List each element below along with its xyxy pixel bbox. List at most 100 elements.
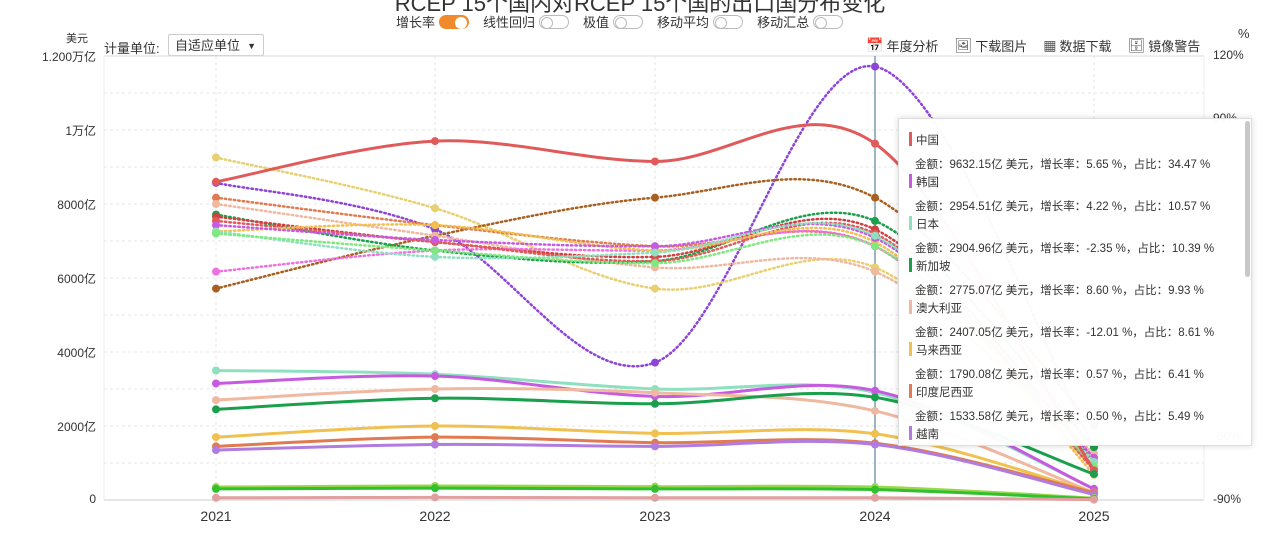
growth-point (871, 231, 879, 240)
calendar-icon: 📅 (866, 37, 884, 53)
amount-point (431, 493, 439, 502)
amount-point (431, 385, 439, 393)
amount-point (871, 440, 879, 449)
y-left-tick-label: 6000亿 (57, 272, 96, 286)
amount-point (871, 386, 879, 395)
growth-point (212, 200, 220, 208)
growth-point (212, 221, 220, 230)
tooltip-info: 金额：2775.07亿 美元，增长率：8.60 %，占比：9.93 % (915, 285, 1204, 297)
growth-point (431, 252, 439, 261)
tooltip-info: 金额：2904.96亿 美元，增长率：-2.35 %，占比：10.39 % (915, 243, 1215, 255)
amount-point (651, 157, 659, 166)
toggle-extremes[interactable]: 极值 (583, 12, 644, 31)
amount-point (212, 484, 220, 493)
amount-point (431, 394, 439, 403)
amount-point (212, 177, 220, 186)
y-left-tick-label: 1.200万亿 (41, 50, 96, 64)
mirror-warning-button[interactable]: 🗄 镜像警告 (1128, 36, 1201, 55)
tooltip-country: 澳大利亚 (916, 303, 962, 315)
switch-icon[interactable] (713, 14, 744, 29)
switch-icon[interactable] (439, 14, 470, 29)
x-tick-label: 2021 (200, 508, 232, 524)
switch-icon[interactable] (539, 14, 570, 29)
growth-point (871, 62, 879, 71)
series-color-marker (909, 342, 912, 356)
year-analysis-button[interactable]: 📅 年度分析 (866, 36, 938, 55)
tooltip-country: 马来西亚 (916, 345, 962, 357)
amount-point (651, 484, 659, 493)
tool-label: 镜像警告 (1148, 39, 1201, 54)
toolbar: 📅 年度分析 🖼 下载图片 ▦ 数据下载 🗄 镜像警告 (866, 36, 1200, 55)
amount-point (212, 405, 220, 414)
y-left-tick-label: 0 (89, 492, 96, 506)
unit-select-value: 自适应单位 (175, 38, 241, 53)
toggle-growth-rate[interactable]: 增长率 (396, 12, 470, 31)
download-data-button[interactable]: ▦ 数据下载 (1043, 36, 1111, 55)
growth-point (212, 193, 220, 202)
tooltip-info: 金额：1790.08亿 美元，增长率：0.57 %，占比：6.41 % (915, 369, 1204, 381)
tooltip-country: 印度尼西亚 (916, 387, 974, 399)
series-color-marker (909, 216, 912, 230)
series-color-marker (909, 384, 912, 398)
toggle-moving-sum[interactable]: 移动汇总 (757, 12, 844, 31)
amount-point (212, 366, 220, 375)
y-left-unit: 美元 (66, 33, 88, 45)
x-tick-label: 2023 (639, 508, 671, 524)
amount-point (212, 396, 220, 405)
unit-select[interactable]: 自适应单位 ▼ (168, 34, 264, 56)
growth-point (871, 242, 879, 251)
switch-icon[interactable] (813, 14, 844, 29)
toggle-label: 线性回归 (483, 15, 536, 30)
toggle-moving-average[interactable]: 移动平均 (657, 12, 744, 31)
amount-point (212, 493, 220, 502)
growth-point (212, 229, 220, 238)
toggle-label: 极值 (583, 15, 610, 30)
tool-label: 下载图片 (975, 39, 1028, 54)
amount-point (871, 393, 879, 402)
tooltip-scrollbar[interactable] (1245, 121, 1250, 277)
amount-point (871, 406, 879, 415)
amount-point (431, 422, 439, 430)
tooltip-country: 新加坡 (916, 261, 951, 273)
tool-label: 年度分析 (886, 39, 939, 54)
y-left-tick-label: 4000亿 (57, 346, 96, 360)
amount-point (651, 429, 659, 438)
amount-point (871, 493, 879, 502)
growth-point (431, 235, 439, 244)
x-tick-label: 2024 (859, 508, 891, 524)
growth-point (651, 193, 659, 202)
series-color-marker (909, 426, 912, 440)
chart-title: RCEP 15个国内对RCEP 15个国的出口国分布变化 (394, 0, 886, 16)
growth-point (431, 246, 439, 255)
table-icon: ▦ (1043, 37, 1057, 53)
amount-point (431, 484, 439, 493)
amount-point (871, 485, 879, 494)
amount-point (212, 446, 220, 455)
switch-icon[interactable] (613, 14, 644, 29)
growth-point (212, 267, 220, 276)
y-right-unit: % (1238, 26, 1250, 41)
series-color-marker (909, 174, 912, 188)
amount-point (871, 139, 879, 148)
amount-point (431, 372, 439, 381)
amount-point (651, 399, 659, 408)
tooltip-info: 金额：9632.15亿 美元，增长率：5.65 %，占比：34.47 % (915, 159, 1211, 171)
y-left-tick-label: 8000亿 (57, 198, 96, 212)
toggle-label: 增长率 (396, 15, 436, 30)
y-left-tick-label: 2000亿 (57, 420, 96, 434)
tool-label: 数据下载 (1059, 39, 1112, 54)
y-left-tick-label: 1万亿 (65, 124, 96, 138)
amount-point (871, 429, 879, 438)
tooltip-info: 金额：2407.05亿 美元，增长率：-12.01 %，占比：8.61 % (915, 327, 1215, 339)
growth-point (212, 153, 220, 162)
x-tick-label: 2022 (419, 508, 451, 524)
download-image-button[interactable]: 🖼 下载图片 (954, 36, 1027, 55)
toggle-linear-regression[interactable]: 线性回归 (483, 12, 570, 31)
amount-point (651, 388, 659, 397)
tooltip-country: 日本 (916, 219, 939, 231)
growth-point (871, 193, 879, 202)
amount-point (431, 433, 439, 442)
tooltip-country: 韩国 (916, 177, 939, 189)
y-right-tick-label: -90% (1213, 492, 1242, 506)
series-color-marker (909, 300, 912, 314)
